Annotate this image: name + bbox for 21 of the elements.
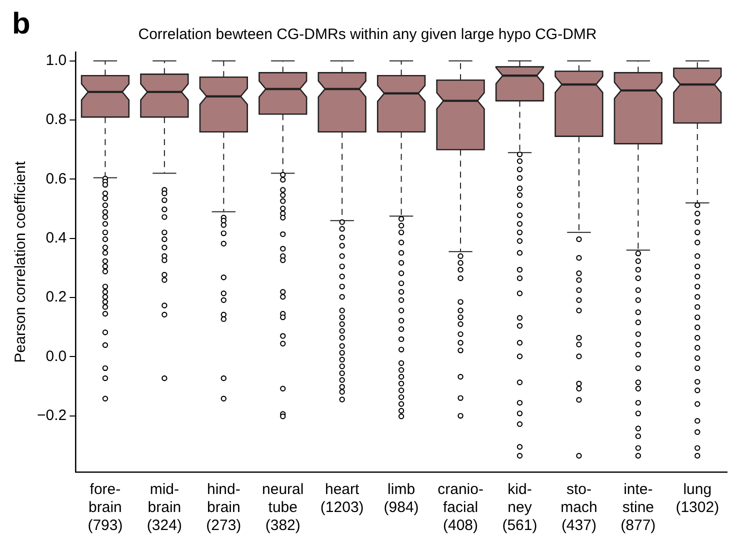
- x-tick-label: mid- brain (324): [146, 481, 182, 534]
- y-tick-label: 0.6: [46, 170, 67, 188]
- text: b: [12, 7, 30, 40]
- y-tick-label: 0.2: [46, 288, 67, 306]
- x-tick-label: lung (1302): [676, 481, 720, 516]
- x-tick-label: cranio- facial (408): [438, 481, 484, 534]
- y-tick-label: 1.0: [46, 52, 67, 70]
- y-axis-title: Pearson correlation coefficient: [12, 160, 30, 363]
- x-tick-label: sto- mach (437): [560, 481, 598, 534]
- x-tick-label: heart (1203): [320, 481, 364, 516]
- x-tick-label: fore- brain (793): [88, 481, 123, 534]
- x-tick-label: neural tube (382): [262, 481, 304, 534]
- y-tick-label: 0.4: [46, 229, 67, 246]
- y-tick-label: −0.2: [36, 406, 67, 424]
- x-tick-label: kid- ney (561): [502, 481, 538, 534]
- y-tick-label: 0.0: [46, 348, 67, 365]
- y-tick-label: 0.8: [46, 111, 67, 128]
- chart-title: Correlation bewteen CG-DMRs within any given large hypo CG-DMR: [138, 26, 597, 44]
- x-tick-label: limb (984): [384, 481, 419, 516]
- x-tick-label: inte- stine (877): [620, 481, 656, 534]
- x-tick-label: hind- brain (273): [206, 481, 242, 534]
